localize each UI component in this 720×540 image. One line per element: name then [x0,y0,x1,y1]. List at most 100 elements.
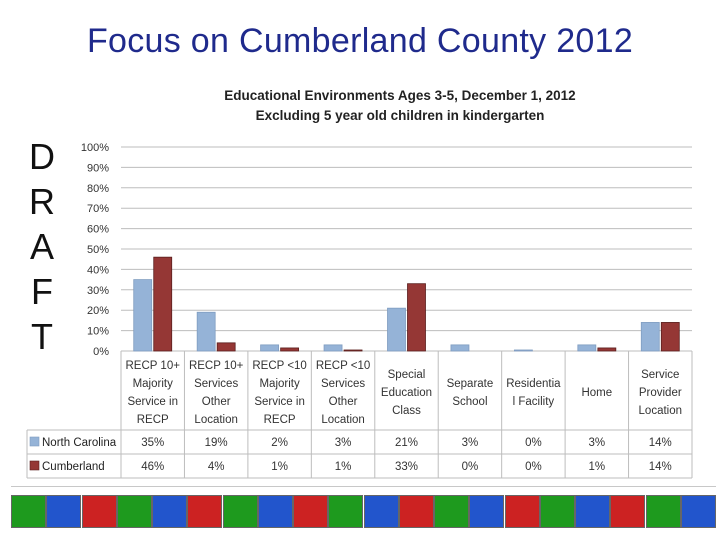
legend-swatch [29,460,40,471]
bar-cumberland [216,342,236,352]
x-category-label: Location [321,414,364,426]
y-tick-label: 10% [87,326,109,338]
bar-cumberland [407,283,426,352]
data-label: 19% [205,437,228,449]
y-tick-label: 50% [87,244,109,256]
draft-letter: R [29,181,55,222]
footer-tile [645,495,681,528]
data-label: 4% [208,461,225,473]
y-tick-label: 0% [93,346,109,358]
x-category-label: Provider [639,387,682,399]
data-label: 14% [649,461,672,473]
x-category-label: Service [641,369,679,381]
data-label: 3% [589,437,606,449]
data-label: 3% [335,437,352,449]
data-label: 0% [462,461,479,473]
draft-letter: A [29,226,54,267]
draft-watermark: D R A F T [22,134,62,359]
x-category-label: School [452,396,487,408]
y-tick-label: 100% [81,142,109,154]
footer-tile [610,495,646,528]
x-category-label: Service in [254,396,305,408]
x-category-label: Class [392,405,421,417]
footer-tile [398,495,434,528]
data-label: 3% [462,437,479,449]
x-category-label: Services [321,378,365,390]
data-label: 1% [335,461,352,473]
bar-north-carolina [323,344,343,352]
bar-cumberland [343,349,363,352]
data-label: 33% [395,461,418,473]
footer-tile [328,495,364,528]
x-category-label: Separate [447,378,494,390]
footer-tile [46,495,82,528]
data-label: 46% [141,461,164,473]
bar-north-carolina [640,322,660,352]
x-category-label: Special [388,369,426,381]
bar-cumberland [597,347,617,352]
legend-entry: Cumberland [42,461,105,473]
bar-north-carolina [196,311,216,352]
bar-north-carolina [133,279,153,352]
data-label: 1% [271,461,288,473]
y-tick-label: 40% [87,264,109,276]
x-category-label: Service in [127,396,178,408]
chart-title-line-1: Educational Environments Ages 3-5, Decem… [224,88,576,103]
data-label: 14% [649,437,672,449]
footer-tile [575,495,610,528]
x-category-label: Other [329,396,358,408]
x-category-label: l Facility [513,396,555,408]
footer-tile [504,495,540,528]
bar-north-carolina [450,344,470,352]
slide-title: Focus on Cumberland County 2012 [86,22,634,60]
bar-cumberland [280,347,300,352]
y-tick-label: 80% [87,183,109,195]
x-category-label: Location [639,405,682,417]
bar-chart: 0% 10% 20% 30% 40% 50% 60% 70% 80% 90% 100% RECP 10… [26,142,693,479]
x-category-label: RECP 10+ [125,360,180,372]
bar-north-carolina [577,344,597,352]
footer-tile [434,495,469,528]
data-label: 2% [271,437,288,449]
x-category-label: Services [194,378,238,390]
bar-north-carolina [387,307,406,352]
x-category-label: RECP 10+ [189,360,244,372]
y-tick-label: 70% [87,203,109,215]
x-category-label: Majority [259,378,300,390]
footer-tile [116,495,152,528]
x-category-label: Location [194,414,237,426]
legend-swatch [29,436,40,447]
draft-letter: F [31,271,53,312]
footer-tile [539,495,575,528]
footer-tile [152,495,187,528]
data-label: 1% [589,461,606,473]
data-label: 35% [141,437,164,449]
data-label: 0% [525,437,542,449]
y-tick-label: 20% [87,305,109,317]
footer-tile [81,495,117,528]
footer-tile [11,495,46,528]
data-label: 21% [395,437,418,449]
footer-tile [187,495,223,528]
footer-divider [11,486,716,487]
bar-north-carolina [260,344,280,352]
chart-title-line-2: Excluding 5 year old children in kinderg… [255,108,545,123]
bar-north-carolina [513,349,533,352]
y-tick-label: 30% [87,285,109,297]
y-tick-label: 90% [87,162,109,174]
footer-tile [293,495,328,528]
chart-title: Educational Environments Ages 3-5, Decem… [120,86,680,126]
x-category-label: Education [381,387,432,399]
x-category-label: RECP [264,414,296,426]
bar-cumberland [153,256,173,352]
footer-tile [222,495,258,528]
bar-cumberland [660,322,680,352]
x-category-label: Majority [133,378,174,390]
y-tick-label: 60% [87,224,109,236]
x-category-label: RECP [137,414,169,426]
legend-entry: North Carolina [42,437,117,449]
draft-letter: D [29,136,55,177]
footer-tile-strip [11,495,716,531]
x-category-label: Residentia [506,378,561,390]
x-category-label: RECP <10 [252,360,306,372]
